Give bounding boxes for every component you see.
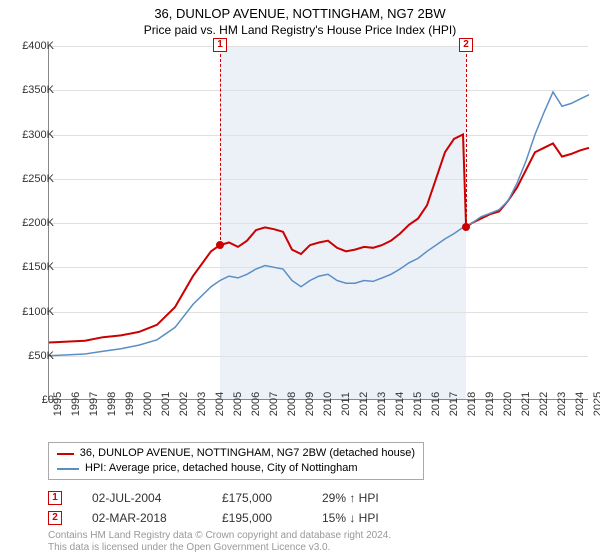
x-tick-label: 2018: [466, 392, 478, 416]
footer-line-1: Contains HM Land Registry data © Crown c…: [48, 530, 391, 542]
marker-label: 1: [213, 38, 227, 52]
transaction-row: 1 02-JUL-2004 £175,000 29% ↑ HPI: [48, 488, 588, 508]
legend-row: HPI: Average price, detached house, City…: [57, 461, 415, 476]
legend-row: 36, DUNLOP AVENUE, NOTTINGHAM, NG7 2BW (…: [57, 446, 415, 461]
y-tick-label: £200K: [10, 217, 54, 229]
marker-label: 2: [459, 38, 473, 52]
marker-dot: [216, 241, 224, 249]
x-tick-label: 2014: [394, 392, 406, 416]
chart-title: 36, DUNLOP AVENUE, NOTTINGHAM, NG7 2BW: [0, 0, 600, 23]
x-tick-label: 2010: [322, 392, 334, 416]
legend-label: 36, DUNLOP AVENUE, NOTTINGHAM, NG7 2BW (…: [80, 446, 415, 461]
transaction-row: 2 02-MAR-2018 £195,000 15% ↓ HPI: [48, 508, 588, 528]
x-tick-label: 1996: [70, 392, 82, 416]
series-line: [49, 92, 589, 356]
chart-container: 36, DUNLOP AVENUE, NOTTINGHAM, NG7 2BW P…: [0, 0, 600, 560]
footer-line-2: This data is licensed under the Open Gov…: [48, 542, 391, 554]
x-tick-label: 1999: [124, 392, 136, 416]
x-tick-label: 2003: [196, 392, 208, 416]
x-tick-label: 2005: [232, 392, 244, 416]
transaction-hpi: 15% ↓ HPI: [322, 511, 412, 525]
x-tick-label: 2017: [448, 392, 460, 416]
legend-swatch: [57, 468, 79, 470]
x-tick-label: 2015: [412, 392, 424, 416]
legend-swatch: [57, 453, 74, 455]
transaction-marker: 2: [48, 511, 62, 525]
y-tick-label: £250K: [10, 173, 54, 185]
x-tick-label: 2009: [304, 392, 316, 416]
y-tick-label: £0: [10, 394, 54, 406]
x-tick-label: 1998: [106, 392, 118, 416]
transaction-date: 02-JUL-2004: [92, 491, 192, 505]
x-tick-label: 2019: [484, 392, 496, 416]
x-tick-label: 2013: [376, 392, 388, 416]
x-tick-label: 2001: [160, 392, 172, 416]
x-tick-label: 2004: [214, 392, 226, 416]
x-tick-label: 2000: [142, 392, 154, 416]
plot-area: 12: [48, 46, 588, 400]
x-tick-label: 2007: [268, 392, 280, 416]
x-tick-label: 2008: [286, 392, 298, 416]
x-tick-label: 2020: [502, 392, 514, 416]
transaction-price: £195,000: [222, 511, 292, 525]
y-tick-label: £50K: [10, 350, 54, 362]
x-tick-label: 2025: [592, 392, 600, 416]
legend-label: HPI: Average price, detached house, City…: [85, 461, 358, 476]
transaction-date: 02-MAR-2018: [92, 511, 192, 525]
y-tick-label: £300K: [10, 129, 54, 141]
x-tick-label: 2023: [556, 392, 568, 416]
x-tick-label: 2006: [250, 392, 262, 416]
x-tick-label: 2021: [520, 392, 532, 416]
marker-dot: [462, 223, 470, 231]
y-tick-label: £100K: [10, 306, 54, 318]
y-tick-label: £400K: [10, 40, 54, 52]
x-tick-label: 2002: [178, 392, 190, 416]
x-tick-label: 1997: [88, 392, 100, 416]
transaction-marker: 1: [48, 491, 62, 505]
series-line: [49, 135, 589, 343]
transaction-price: £175,000: [222, 491, 292, 505]
x-tick-label: 2024: [574, 392, 586, 416]
x-tick-label: 2011: [340, 392, 352, 416]
chart-subtitle: Price paid vs. HM Land Registry's House …: [0, 23, 600, 39]
x-tick-label: 2016: [430, 392, 442, 416]
transactions-table: 1 02-JUL-2004 £175,000 29% ↑ HPI 2 02-MAR-201…: [48, 488, 588, 528]
y-tick-label: £350K: [10, 84, 54, 96]
x-tick-label: 1995: [52, 392, 64, 416]
x-tick-label: 2012: [358, 392, 370, 416]
y-tick-label: £150K: [10, 261, 54, 273]
legend: 36, DUNLOP AVENUE, NOTTINGHAM, NG7 2BW (…: [48, 442, 588, 528]
transaction-hpi: 29% ↑ HPI: [322, 491, 412, 505]
legend-box: 36, DUNLOP AVENUE, NOTTINGHAM, NG7 2BW (…: [48, 442, 424, 480]
footer: Contains HM Land Registry data © Crown c…: [48, 530, 391, 554]
x-tick-label: 2022: [538, 392, 550, 416]
line-series: [49, 46, 588, 399]
